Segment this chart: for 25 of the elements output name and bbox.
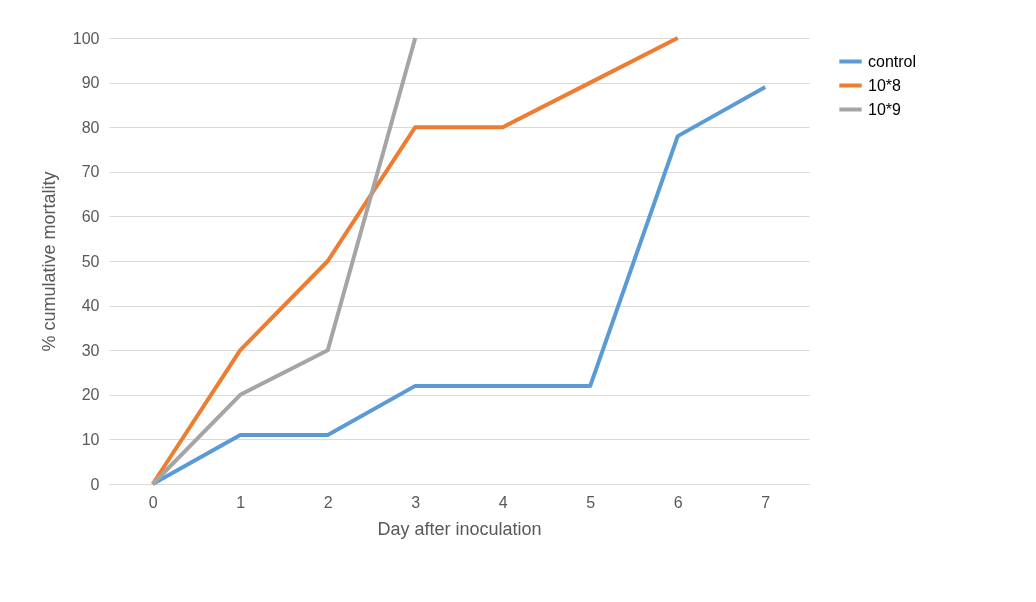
y-tick-label: 50 bbox=[81, 252, 100, 270]
x-tick-label: 2 bbox=[323, 493, 333, 511]
y-tick-label: 30 bbox=[81, 341, 100, 359]
y-tick-label: 20 bbox=[81, 386, 100, 404]
y-tick-label: 60 bbox=[81, 207, 100, 225]
y-tick-label: 0 bbox=[90, 475, 100, 493]
x-tick-label: 6 bbox=[673, 493, 683, 511]
legend-label: 10*8 bbox=[868, 76, 902, 94]
line-series bbox=[150, 36, 418, 486]
x-axis-title: Day after inoculation bbox=[377, 518, 542, 539]
y-tick-label: 80 bbox=[81, 118, 100, 136]
legend-label: 10*9 bbox=[868, 100, 902, 118]
x-tick-label: 0 bbox=[148, 493, 158, 511]
x-tick-label: 3 bbox=[411, 493, 421, 511]
y-tick-label: 100 bbox=[72, 29, 100, 47]
x-tick-label: 4 bbox=[498, 493, 508, 511]
x-tick-label: 5 bbox=[586, 493, 596, 511]
legend-label: control bbox=[868, 52, 917, 70]
y-tick-label: 10 bbox=[81, 430, 100, 448]
x-tick-label: 1 bbox=[236, 493, 246, 511]
y-axis-title: % cumulative mortality bbox=[38, 171, 59, 352]
x-tick-label: 7 bbox=[761, 493, 771, 511]
y-tick-label: 40 bbox=[81, 297, 100, 315]
y-tick-label: 70 bbox=[81, 163, 100, 181]
y-tick-label: 90 bbox=[81, 74, 100, 92]
